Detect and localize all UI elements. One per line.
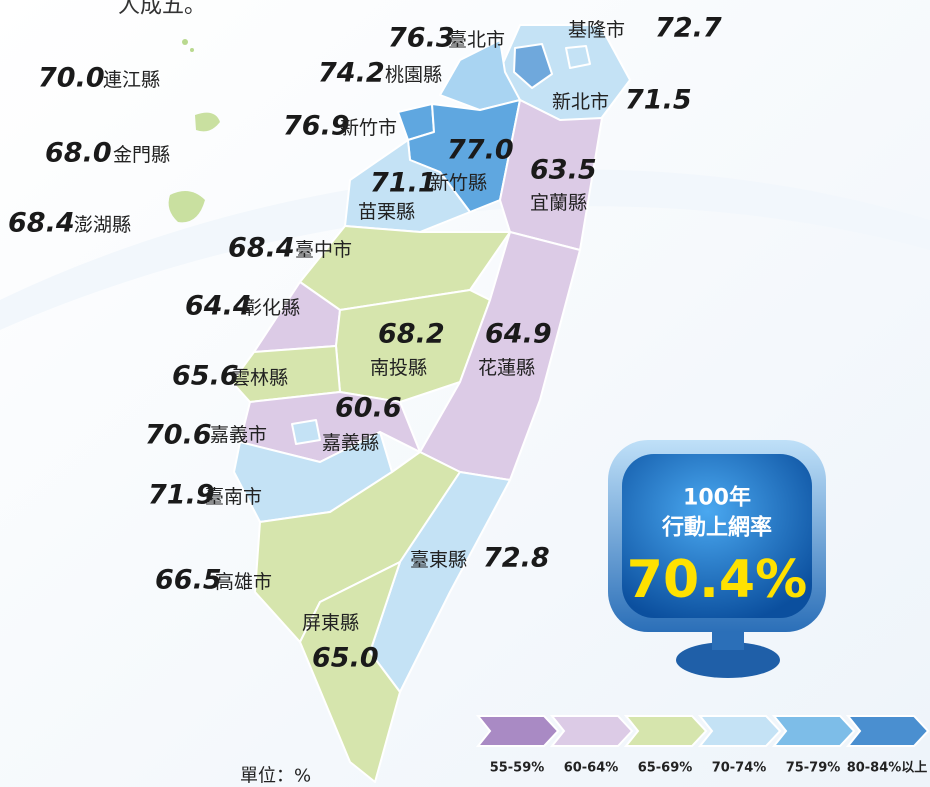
region-name: 臺北市 <box>448 29 505 51</box>
region <box>291 419 321 445</box>
region-name: 苗栗縣 <box>358 201 415 223</box>
taiwan-map <box>168 24 631 783</box>
region-value: 71.5 <box>625 85 692 116</box>
region <box>565 45 591 69</box>
region-name: 新竹市 <box>340 117 397 139</box>
unit-label: 單位：% <box>240 766 311 787</box>
region-name: 嘉義縣 <box>322 432 379 454</box>
region-value: 66.5 <box>155 565 222 596</box>
region-value: 74.2 <box>318 58 385 89</box>
region-name: 屏東縣 <box>302 612 359 634</box>
region-value: 76.9 <box>283 111 350 142</box>
region-value: 72.8 <box>483 543 550 574</box>
region <box>299 561 401 783</box>
region-value: 77.0 <box>447 135 514 166</box>
badge-year: 100年 <box>683 485 751 511</box>
island <box>195 112 220 132</box>
legend: 55-59% 60-64% 65-69% 70-74% 75-79% 80-84%以上 <box>475 715 930 776</box>
badge: 100年 行動上網率 70.4% <box>608 440 826 678</box>
region-value: 63.5 <box>530 155 597 186</box>
region-name: 臺中市 <box>295 239 352 261</box>
region-value: 65.0 <box>312 643 379 674</box>
badge-title: 行動上網率 <box>661 515 772 541</box>
region-value: 70.0 <box>38 63 105 94</box>
region-value: 70.6 <box>145 420 212 451</box>
region-value: 64.9 <box>485 319 552 350</box>
legend-swatch <box>475 715 560 747</box>
region-value: 68.0 <box>45 138 112 169</box>
region-name: 基隆市 <box>568 19 625 41</box>
swoosh <box>0 169 930 330</box>
legend-label: 80-84%以上 <box>847 761 928 776</box>
region-name: 臺南市 <box>205 486 262 508</box>
region-name: 嘉義市 <box>210 424 267 446</box>
region-name: 澎湖縣 <box>74 214 131 236</box>
region-value: 71.9 <box>148 480 215 511</box>
region-name: 花蓮縣 <box>478 357 535 379</box>
legend-label: 70-74% <box>712 761 767 776</box>
badge-screen <box>622 454 812 618</box>
badge-stand <box>676 642 780 678</box>
region-value: 71.1 <box>370 168 437 199</box>
region-name: 金門縣 <box>113 144 170 166</box>
legend-swatch <box>549 715 634 747</box>
region-value: 76.3 <box>388 23 455 54</box>
island <box>168 191 205 223</box>
badge-value: 70.4% <box>627 550 807 610</box>
region-name: 彰化縣 <box>243 297 300 319</box>
fragment-text: 人成五。 <box>118 0 206 19</box>
legend-label: 75-79% <box>786 761 841 776</box>
region-name: 連江縣 <box>103 69 160 91</box>
legend-label: 55-59% <box>490 761 545 776</box>
region-value: 60.6 <box>335 393 402 424</box>
legend-swatch <box>697 715 782 747</box>
region-name: 新北市 <box>552 91 609 113</box>
island <box>190 48 194 52</box>
region-value: 65.6 <box>172 361 239 392</box>
region-name: 新竹縣 <box>430 172 487 194</box>
region-name: 臺東縣 <box>410 549 467 571</box>
legend-swatch <box>845 715 930 747</box>
region-value: 68.2 <box>378 319 445 350</box>
region-name: 桃園縣 <box>385 64 442 86</box>
region-value: 68.4 <box>8 208 75 239</box>
region-name: 南投縣 <box>370 357 427 379</box>
region-value: 68.4 <box>228 233 295 264</box>
legend-label: 65-69% <box>638 761 693 776</box>
region-name: 宜蘭縣 <box>530 192 587 214</box>
legend-swatch <box>771 715 856 747</box>
legend-swatch <box>623 715 708 747</box>
region-name: 高雄市 <box>215 571 272 593</box>
region-name: 雲林縣 <box>231 367 288 389</box>
island <box>182 39 188 45</box>
region-value: 72.7 <box>655 13 722 44</box>
region <box>513 43 553 89</box>
legend-label: 60-64% <box>564 761 619 776</box>
region-value: 64.4 <box>185 291 252 322</box>
